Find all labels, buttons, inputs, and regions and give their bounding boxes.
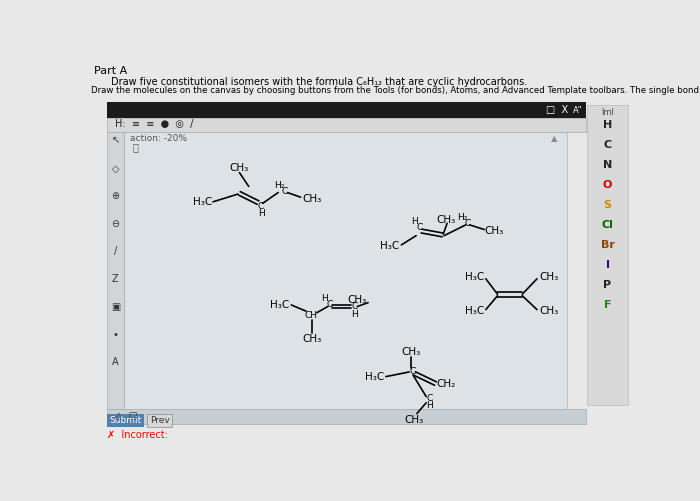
Text: CH: CH [304, 311, 317, 320]
Text: H: H [258, 209, 265, 218]
Text: C: C [416, 223, 422, 232]
Text: O: O [603, 180, 612, 190]
Text: C: C [326, 301, 332, 310]
Text: CH₃: CH₃ [436, 215, 455, 225]
Bar [124, 132, 567, 409]
Text: C: C [258, 202, 264, 211]
Text: F: F [604, 301, 611, 310]
Text: CH₃: CH₃ [404, 415, 424, 425]
Text: H₃C: H₃C [365, 372, 385, 382]
Text: /: / [114, 246, 117, 257]
Text: C: C [281, 187, 288, 196]
Text: ✗  Incorrect:: ✗ Incorrect: [107, 430, 168, 440]
Text: A": A" [573, 106, 583, 115]
Text: C: C [409, 367, 415, 376]
Bar [107, 118, 586, 132]
Text: H: H [351, 310, 358, 319]
Text: H₂: H₂ [274, 181, 285, 190]
Text: ◇: ◇ [112, 163, 119, 173]
Text: H₃C: H₃C [380, 241, 400, 252]
Text: □  X: □ X [546, 105, 568, 115]
Bar [107, 409, 586, 424]
Text: H₃C: H₃C [193, 197, 212, 207]
Text: △  □: △ □ [115, 411, 138, 421]
Text: •: • [113, 330, 118, 340]
Text: C: C [426, 394, 433, 403]
Text: S: S [603, 200, 612, 210]
Text: CH₃: CH₃ [348, 296, 367, 306]
Text: Z: Z [112, 274, 119, 284]
Text: ⊕: ⊕ [111, 191, 120, 201]
Text: Prev: Prev [150, 416, 169, 425]
Text: Draw five constitutional isomers with the formula C₆H₁₂ that are cyclic hydrocar: Draw five constitutional isomers with th… [111, 77, 527, 87]
Text: Submit: Submit [109, 416, 141, 425]
Text: ▲: ▲ [551, 134, 557, 143]
Text: P: P [603, 281, 612, 291]
Text: H₃C: H₃C [270, 300, 289, 310]
Text: CH₃: CH₃ [302, 194, 322, 204]
Text: ▣: ▣ [111, 302, 120, 312]
Text: H: H [321, 294, 328, 303]
Text: Part A: Part A [94, 66, 127, 76]
Text: H: H [426, 401, 433, 410]
Text: action: -20%: action: -20% [130, 134, 187, 143]
Text: CH₃: CH₃ [401, 347, 420, 357]
Text: Draw the molecules on the canvas by choosing buttons from the Tools (for bonds),: Draw the molecules on the canvas by choo… [92, 86, 700, 95]
Text: Br: Br [601, 240, 615, 250]
Text: I: I [606, 261, 610, 271]
Text: C: C [603, 140, 612, 150]
Text: CH₂: CH₂ [437, 379, 456, 389]
Text: H: H [603, 120, 612, 130]
Bar [587, 105, 628, 405]
Bar [107, 103, 586, 118]
Bar [147, 414, 172, 427]
Text: ↖: ↖ [111, 136, 120, 146]
Text: CH₃: CH₃ [229, 163, 248, 173]
Text: CH₃: CH₃ [302, 334, 322, 344]
Text: C: C [464, 219, 470, 228]
Text: ⊖: ⊖ [111, 219, 120, 229]
Text: H₂: H₂ [457, 213, 468, 222]
Text: H:  ≡  ≡  ●  ◎  /: H: ≡ ≡ ● ◎ / [115, 119, 193, 129]
Text: A: A [112, 357, 119, 367]
Text: CH₃: CH₃ [539, 272, 559, 282]
Text: N: N [603, 160, 612, 170]
Bar [107, 132, 124, 409]
Text: H: H [411, 217, 418, 226]
Text: H₃C: H₃C [465, 306, 484, 316]
Text: Cl: Cl [601, 220, 613, 230]
Text: H₃C: H₃C [465, 272, 484, 282]
Bar [107, 414, 144, 427]
Text: CH₃: CH₃ [484, 226, 503, 236]
Text: lml: lml [601, 108, 614, 117]
Text: CH₃: CH₃ [539, 306, 559, 316]
Text: 🔒: 🔒 [132, 142, 139, 152]
Text: C: C [351, 302, 358, 311]
